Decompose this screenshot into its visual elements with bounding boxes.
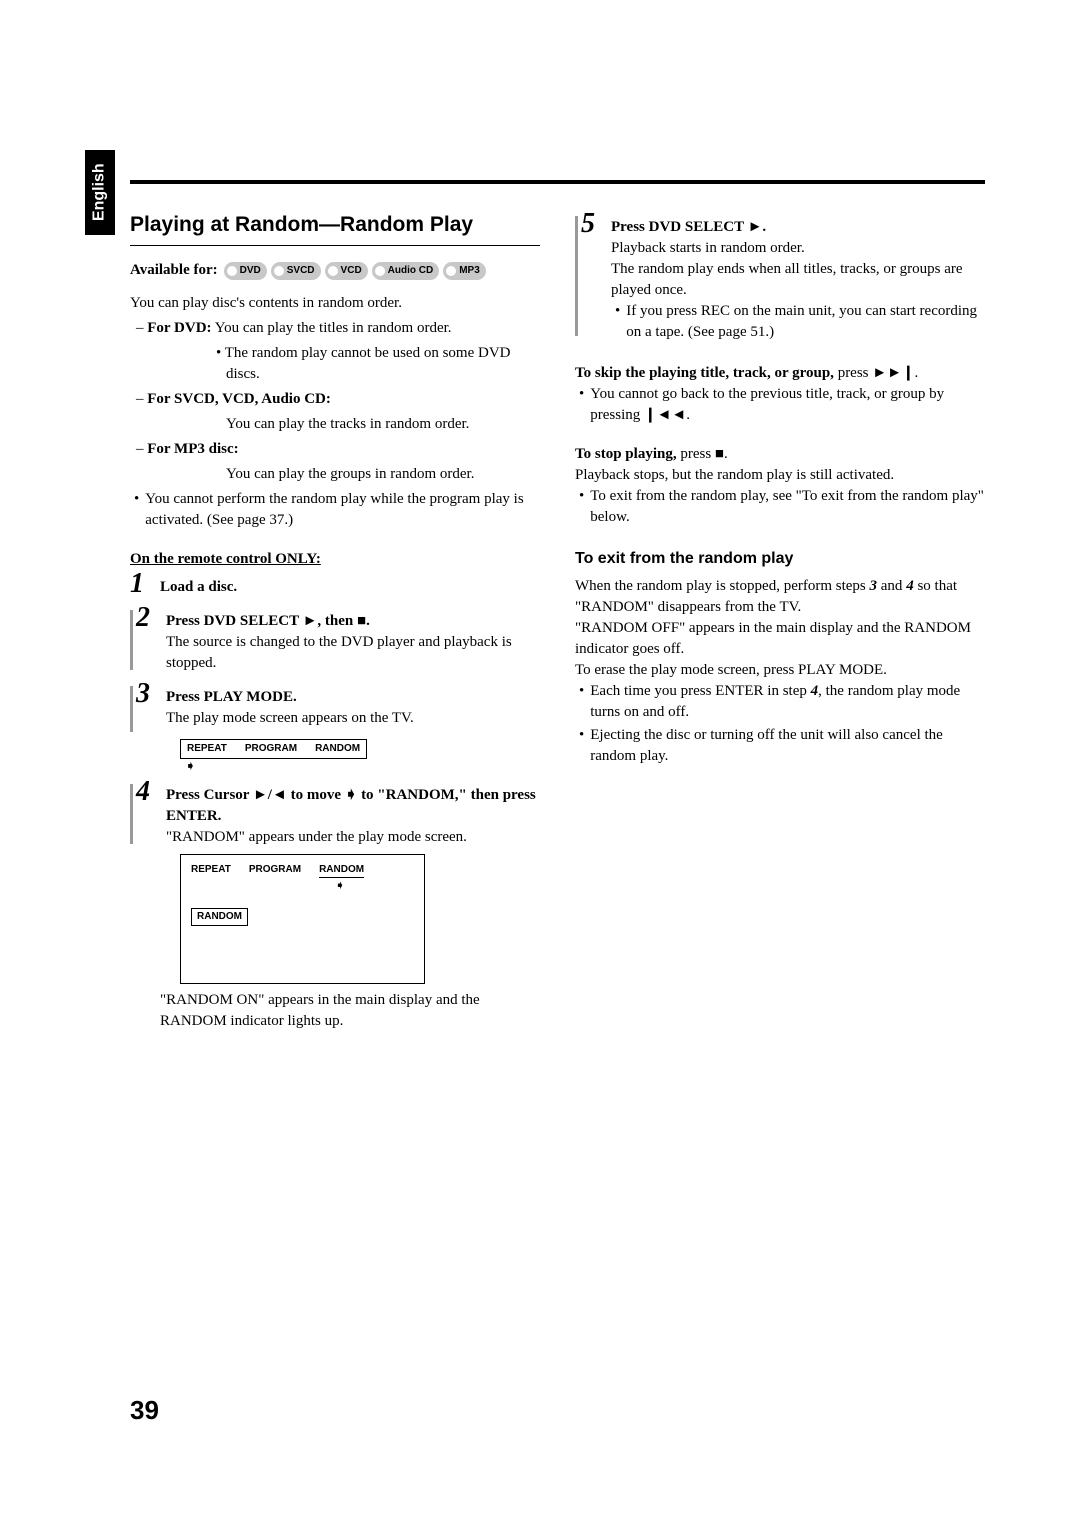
step-5: 5 Press DVD SELECT ►. Playback starts in… bbox=[581, 210, 985, 345]
step-3-title: Press PLAY MODE. bbox=[166, 687, 540, 708]
language-tab-label: English bbox=[89, 164, 111, 222]
random-box: RANDOM bbox=[191, 908, 248, 926]
step-4-body2: "RANDOM ON" appears in the main display … bbox=[160, 990, 540, 1032]
play-mode-screen-2: REPEAT PROGRAM RANDOM ➧ RANDOM bbox=[180, 854, 425, 984]
stop-bullet: •To exit from the random play, see "To e… bbox=[575, 486, 985, 528]
skip-bullet: •You cannot go back to the previous titl… bbox=[575, 384, 985, 426]
svcd-line: – For SVCD, VCD, Audio CD: bbox=[130, 389, 540, 410]
badge-audiocd: Audio CD bbox=[372, 262, 440, 280]
step-4-body1: "RANDOM" appears under the play mode scr… bbox=[166, 827, 540, 848]
step-number-5: 5 bbox=[581, 210, 603, 238]
step-4: 4 Press Cursor ►/◄ to move ➧ to "RANDOM,… bbox=[136, 778, 540, 848]
step-number-1: 1 bbox=[130, 570, 152, 598]
step-2-body: The source is changed to the DVD player … bbox=[166, 632, 540, 674]
stop-line: To stop playing, press ■. bbox=[575, 444, 985, 465]
dvd-line: – For DVD: You can play the titles in ra… bbox=[130, 318, 540, 339]
available-label: Available for: bbox=[130, 260, 218, 281]
step-4-title: Press Cursor ►/◄ to move ➧ to "RANDOM," … bbox=[166, 785, 540, 827]
remote-only-heading: On the remote control ONLY: bbox=[130, 549, 540, 570]
step-3-body: The play mode screen appears on the TV. bbox=[166, 708, 540, 729]
mp3-line: – For MP3 disc: bbox=[130, 439, 540, 460]
left-column: Playing at Random—Random Play Available … bbox=[130, 210, 540, 1032]
heading-rule bbox=[130, 245, 540, 246]
pointer-icon: ➧ bbox=[185, 759, 540, 772]
exit-heading: To exit from the random play bbox=[575, 548, 985, 570]
note-bullet: •You cannot perform the random play whil… bbox=[130, 489, 540, 531]
step-1: 1 Load a disc. bbox=[130, 570, 540, 598]
step-2: 2 Press DVD SELECT ►, then ■. The source… bbox=[136, 604, 540, 674]
step-5-title: Press DVD SELECT ►. bbox=[611, 217, 985, 238]
skip-line: To skip the playing title, track, or gro… bbox=[575, 363, 985, 384]
step-5-l1: Playback starts in random order. bbox=[611, 238, 985, 259]
step-number-2: 2 bbox=[136, 604, 158, 632]
stop-l1: Playback stops, but the random play is s… bbox=[575, 465, 985, 486]
top-rule bbox=[130, 180, 985, 184]
pointer-icon-2: ➧ bbox=[335, 877, 345, 894]
step-number-4: 4 bbox=[136, 778, 158, 806]
badge-svcd: SVCD bbox=[271, 262, 321, 280]
available-for-row: Available for: DVD SVCD VCD Audio CD MP3 bbox=[130, 260, 540, 281]
badge-mp3: MP3 bbox=[443, 262, 486, 280]
svcd-text: You can play the tracks in random order. bbox=[130, 414, 540, 435]
badge-vcd: VCD bbox=[325, 262, 368, 280]
play-mode-screen-1: REPEAT PROGRAM RANDOM bbox=[180, 739, 367, 759]
page-number: 39 bbox=[130, 1392, 159, 1428]
intro-text: You can play disc's contents in random o… bbox=[130, 293, 540, 314]
right-column: 5 Press DVD SELECT ►. Playback starts in… bbox=[575, 210, 985, 1032]
section-heading: Playing at Random—Random Play bbox=[130, 210, 540, 239]
exit-bullet-1: •Each time you press ENTER in step 4, th… bbox=[575, 681, 985, 723]
mp3-text: You can play the groups in random order. bbox=[130, 464, 540, 485]
exit-l2: "RANDOM OFF" appears in the main display… bbox=[575, 618, 985, 660]
step-number-3: 3 bbox=[136, 680, 158, 708]
step-1-title: Load a disc. bbox=[160, 579, 237, 595]
step-5-bullet: •If you press REC on the main unit, you … bbox=[611, 301, 985, 343]
step-3: 3 Press PLAY MODE. The play mode screen … bbox=[136, 680, 540, 729]
language-tab: English bbox=[85, 150, 115, 235]
badge-dvd: DVD bbox=[224, 262, 267, 280]
exit-bullet-2: •Ejecting the disc or turning off the un… bbox=[575, 725, 985, 767]
step-5-l2: The random play ends when all titles, tr… bbox=[611, 259, 985, 301]
dvd-bullet: • The random play cannot be used on some… bbox=[130, 343, 540, 385]
exit-l1: When the random play is stopped, perform… bbox=[575, 576, 985, 618]
step-2-title: Press DVD SELECT ►, then ■. bbox=[166, 611, 540, 632]
exit-l3: To erase the play mode screen, press PLA… bbox=[575, 660, 985, 681]
